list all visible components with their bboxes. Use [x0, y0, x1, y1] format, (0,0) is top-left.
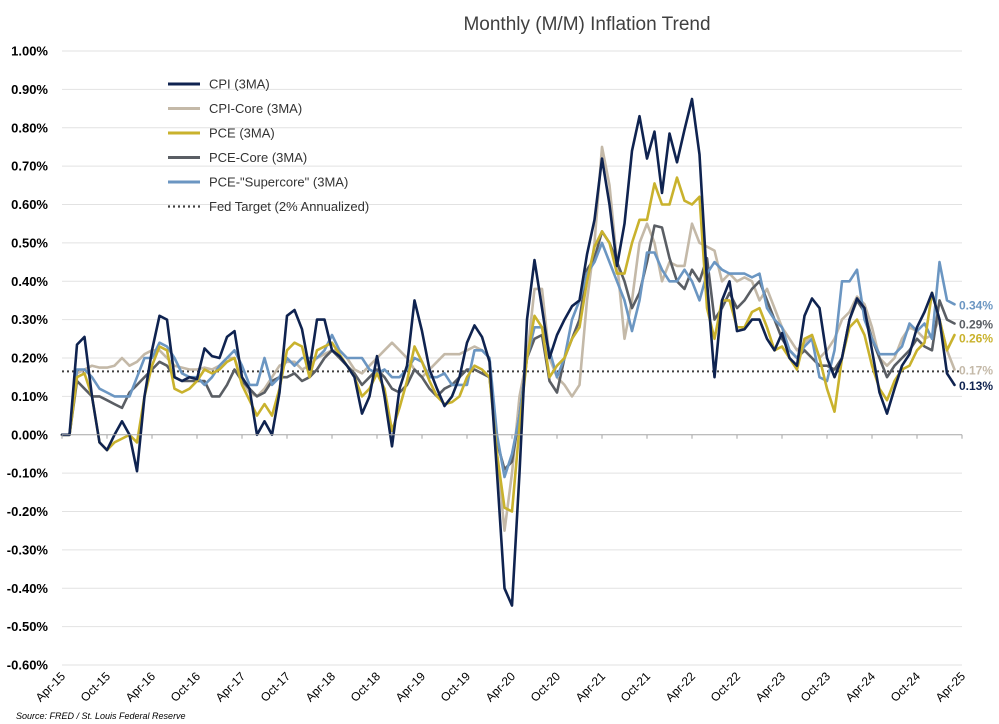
y-tick-label: -0.40% [7, 581, 49, 596]
x-tick-label: Oct-17 [258, 669, 294, 705]
x-tick-label: Oct-20 [528, 669, 564, 705]
y-tick-label: 0.40% [11, 274, 48, 289]
y-tick-label: -0.20% [7, 504, 49, 519]
series-line-0 [60, 97, 956, 607]
y-tick-label: 1.00% [11, 44, 48, 59]
legend-label: CPI-Core (3MA) [209, 101, 302, 116]
x-tick-label: Apr-25 [933, 669, 969, 705]
legend-label: PCE-"Supercore" (3MA) [209, 175, 348, 190]
y-tick-label: 0.00% [11, 427, 48, 442]
series-layer [60, 97, 956, 607]
x-tick-label: Oct-23 [798, 669, 834, 705]
x-tick-label: Apr-22 [663, 669, 699, 705]
x-tick-label: Apr-21 [573, 669, 609, 705]
y-tick-label: 0.70% [11, 159, 48, 174]
x-tick-label: Apr-17 [213, 669, 249, 705]
legend: CPI (3MA) CPI-Core (3MA) PCE (3MA) PCE-Core… [168, 77, 369, 214]
x-tick-label: Oct-18 [348, 669, 384, 705]
legend-label-target: Fed Target (2% Annualized) [209, 199, 369, 214]
x-tick-label: Oct-21 [618, 669, 654, 705]
source-note: Source: FRED / St. Louis Federal Reserve [16, 711, 186, 721]
x-tick-label: Apr-24 [843, 669, 879, 705]
end-value-label: 0.13% [959, 379, 993, 393]
x-tick-label: Apr-15 [33, 669, 69, 705]
y-tick-label: -0.60% [7, 658, 49, 673]
end-value-label: 0.29% [959, 317, 993, 331]
end-labels: 0.34% 0.29%0.26% 0.17%0.13% [959, 298, 993, 393]
x-tick-label: Apr-20 [483, 669, 519, 705]
y-tick-label: -0.30% [7, 542, 49, 557]
x-tick-label: Apr-19 [393, 669, 429, 705]
series-line-3 [60, 224, 956, 471]
x-tick-label: Apr-23 [753, 669, 789, 705]
x-tick-label: Apr-16 [123, 669, 159, 705]
x-tick-label: Oct-22 [708, 669, 744, 705]
y-tick-label: 0.10% [11, 389, 48, 404]
end-value-label: 0.26% [959, 331, 993, 345]
y-tick-label: 0.60% [11, 197, 48, 212]
legend-label: CPI (3MA) [209, 77, 270, 92]
y-tick-label: 0.50% [11, 235, 48, 250]
legend-label: PCE-Core (3MA) [209, 150, 307, 165]
x-tick-label: Oct-15 [78, 669, 114, 705]
x-tick-label: Oct-19 [438, 669, 474, 705]
y-tick-label: -0.50% [7, 619, 49, 634]
y-tick-label: 0.90% [11, 82, 48, 97]
y-tick-label: 0.80% [11, 120, 48, 135]
y-tick-label: -0.10% [7, 466, 49, 481]
series-line-4 [60, 241, 956, 479]
x-tick-label: Apr-18 [303, 669, 339, 705]
legend-label: PCE (3MA) [209, 126, 275, 141]
x-tick-label: Oct-16 [168, 669, 204, 705]
y-tick-label: 0.20% [11, 351, 48, 366]
end-value-label: 0.17% [959, 364, 993, 378]
series-line-1 [60, 145, 956, 532]
end-value-label: 0.34% [959, 298, 993, 312]
y-tick-label: 0.30% [11, 312, 48, 327]
chart-title: Monthly (M/M) Inflation Trend [463, 14, 710, 35]
x-tick-label: Oct-24 [888, 669, 924, 705]
series-line-2 [60, 176, 956, 513]
